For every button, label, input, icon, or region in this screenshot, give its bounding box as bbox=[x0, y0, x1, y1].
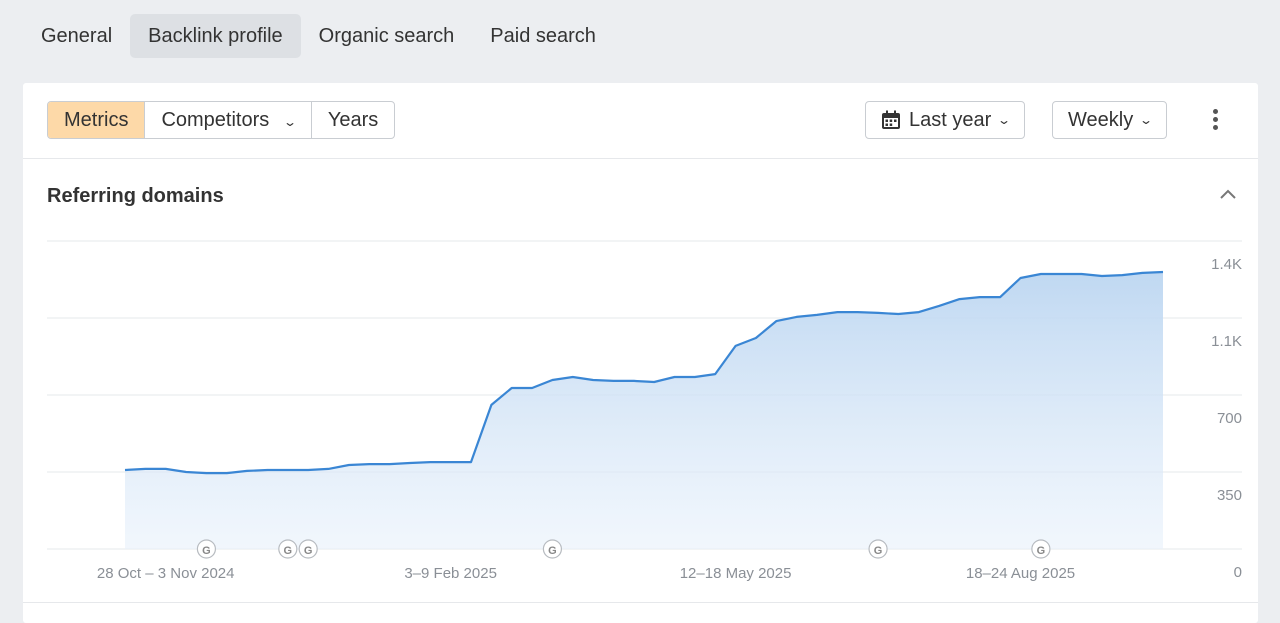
tab-general[interactable]: General bbox=[23, 14, 130, 58]
toolbar: Metrics Competitors ⌄ Years Last year ⌄ … bbox=[23, 83, 1258, 159]
competitors-dropdown[interactable]: Competitors ⌄ bbox=[145, 102, 311, 138]
chevron-down-icon: ⌄ bbox=[283, 104, 297, 139]
interval-dropdown[interactable]: Weekly ⌄ bbox=[1052, 101, 1167, 139]
metrics-button[interactable]: Metrics bbox=[48, 102, 145, 138]
divider bbox=[23, 602, 1258, 603]
tab-backlink-profile[interactable]: Backlink profile bbox=[130, 14, 301, 58]
date-range-dropdown[interactable]: Last year ⌄ bbox=[865, 101, 1025, 139]
chevron-down-icon: ⌄ bbox=[997, 102, 1011, 138]
tab-paid-search[interactable]: Paid search bbox=[472, 14, 614, 58]
calendar-icon bbox=[881, 110, 901, 130]
competitors-label: Competitors bbox=[161, 109, 269, 131]
more-options-icon[interactable] bbox=[1206, 109, 1224, 133]
years-button[interactable]: Years bbox=[312, 102, 394, 138]
section-title: Referring domains bbox=[47, 185, 224, 208]
chevron-down-icon: ⌄ bbox=[1139, 102, 1153, 138]
chevron-up-icon[interactable] bbox=[1216, 183, 1240, 207]
report-tabs: General Backlink profile Organic search … bbox=[23, 14, 614, 58]
date-range-label: Last year bbox=[909, 102, 991, 138]
chart-card: Metrics Competitors ⌄ Years Last year ⌄ … bbox=[23, 83, 1258, 623]
view-segmented-control: Metrics Competitors ⌄ Years bbox=[47, 101, 395, 139]
interval-label: Weekly bbox=[1068, 102, 1133, 138]
tab-organic-search[interactable]: Organic search bbox=[301, 14, 473, 58]
